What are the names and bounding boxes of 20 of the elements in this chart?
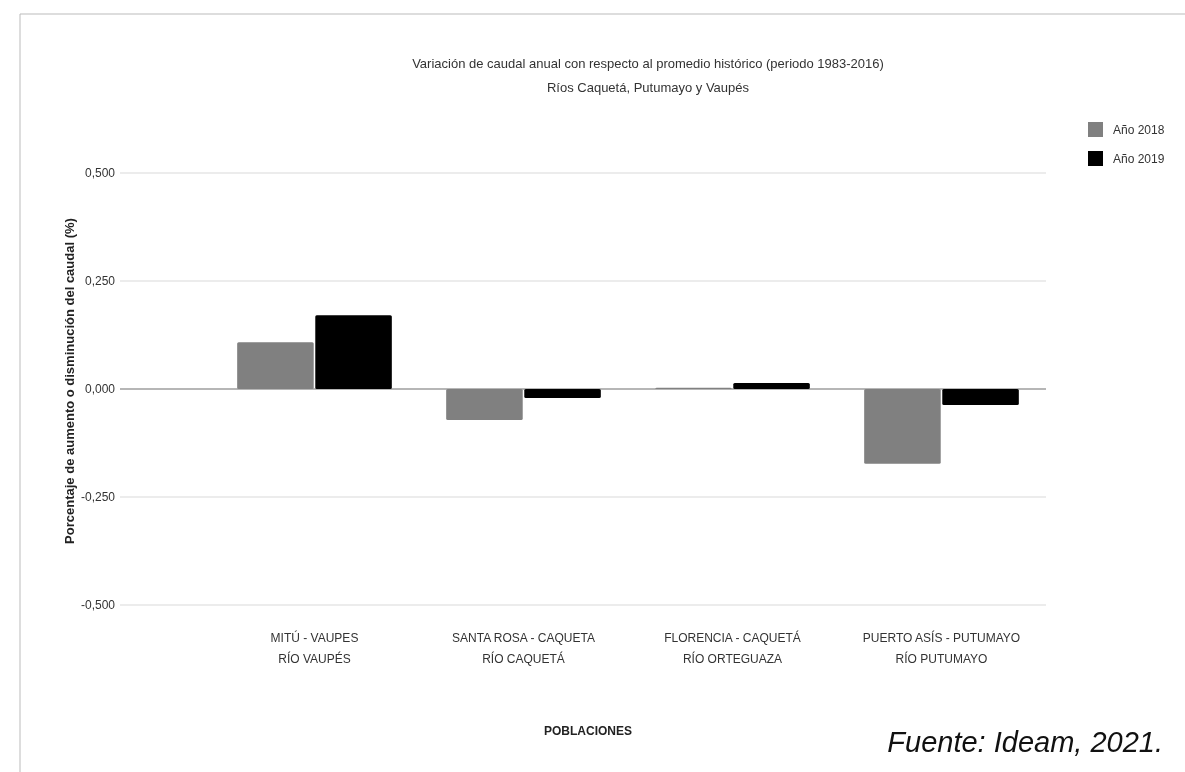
y-tick-label: 0,500	[84, 166, 116, 180]
x-axis-title: POBLACIONES	[543, 724, 633, 738]
y-tick-label: 0,250	[84, 274, 116, 288]
y-axis-title: Porcentaje de aumento o disminución del caudal (%)	[62, 218, 77, 544]
y-tick-label: -0,500	[80, 598, 116, 612]
bar	[524, 389, 601, 399]
bar	[315, 315, 392, 389]
legend-label: Año 2018	[1113, 123, 1165, 137]
x-tick-label: MITÚ - VAUPES RÍO VAUPÉS	[270, 630, 359, 666]
x-tick-label: PUERTO ASÍS - PUTUMAYO RÍO PUTUMAYO	[862, 630, 1021, 666]
x-tick-label: SANTA ROSA - CAQUETA RÍO CAQUETÁ	[452, 631, 595, 666]
source-note: Fuente: Ideam, 2021.	[887, 726, 1163, 758]
legend-label: Año 2019	[1113, 152, 1165, 166]
y-tick-label: -0,250	[80, 490, 116, 504]
bar	[942, 389, 1019, 405]
x-tick-label: FLORENCIA - CAQUETÁ RÍO ORTEGUAZA	[664, 630, 801, 666]
y-tick-label: 0,000	[84, 382, 116, 396]
chart-subtitle: Ríos Caquetá, Putumayo y Vaupés	[546, 80, 750, 95]
chart-title: Variación de caudal anual con respecto al promedio histórico (periodo 1983-2016)	[412, 56, 884, 71]
bar	[733, 382, 810, 389]
